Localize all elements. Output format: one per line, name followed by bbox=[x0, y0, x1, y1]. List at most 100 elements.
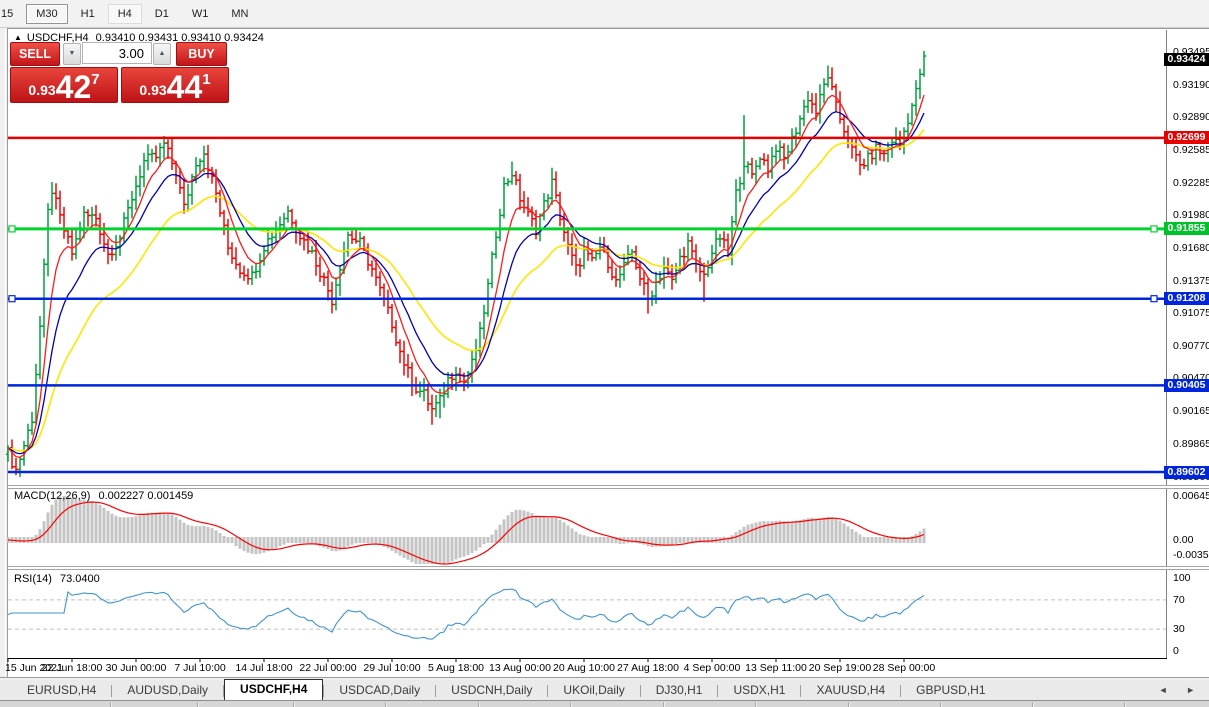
macd-signal-line bbox=[7, 501, 925, 565]
chart-ohlc-values: 0.93410 0.93431 0.93410 0.93424 bbox=[95, 32, 264, 44]
timeframe-toolbar: 15 M30 H1 H4 D1 W1 MN bbox=[0, 0, 1209, 28]
timeframe-button-H1[interactable]: H1 bbox=[80, 7, 95, 20]
candles-bearish bbox=[9, 67, 903, 476]
price-axis-label: 0.89865 bbox=[1173, 437, 1209, 450]
macd-pane-label: MACD(12,26,9) 0.002227 0.001459 bbox=[14, 490, 193, 502]
ma-line-period-14 bbox=[7, 111, 925, 455]
price-axis-label: 0.91075 bbox=[1173, 307, 1209, 320]
date-label: 30 Jun 00:00 bbox=[105, 662, 167, 674]
timeframe-button-H4[interactable]: H4 bbox=[107, 3, 142, 24]
date-label: 22 Jul 00:00 bbox=[299, 662, 357, 674]
timeframe-button-MN[interactable]: MN bbox=[231, 7, 249, 20]
sell-price-display[interactable]: 0.93 42 7 bbox=[10, 67, 118, 103]
rsi-pane-splitter[interactable] bbox=[8, 566, 1209, 570]
chart-window-frame-left bbox=[0, 28, 8, 679]
symbol-tab-EURUSD-H4[interactable]: EURUSD,H4 bbox=[27, 683, 97, 697]
symbol-tab-XAUUSD-H4[interactable]: XAUUSD,H4 bbox=[816, 683, 886, 697]
volume-increase-button[interactable]: ▲ bbox=[153, 43, 171, 65]
chart-window-frame-top bbox=[0, 28, 1209, 30]
volume-input[interactable] bbox=[82, 42, 152, 64]
level-handle[interactable] bbox=[8, 225, 16, 233]
rsi-value: 73.0400 bbox=[59, 573, 100, 585]
tab-scroll-arrows[interactable]: ◄ ► bbox=[1158, 685, 1203, 695]
status-divider bbox=[663, 702, 665, 707]
tab-separator bbox=[717, 685, 719, 697]
timeframe-button-15[interactable]: 15 bbox=[1, 7, 14, 20]
date-label: 29 Jul 10:00 bbox=[363, 662, 421, 674]
status-divider bbox=[940, 702, 942, 707]
level-handle[interactable] bbox=[8, 295, 16, 303]
macd-axis-label: 0.00 bbox=[1173, 534, 1194, 546]
tab-separator bbox=[111, 685, 113, 697]
chart-title: ▲ USDCHF,H4 0.93410 0.93431 0.93410 0.9342… bbox=[14, 32, 264, 44]
timeframe-button-D1[interactable]: D1 bbox=[154, 7, 169, 20]
symbol-tab-USDX-H1[interactable]: USDX,H1 bbox=[733, 683, 786, 697]
candles-bullish bbox=[5, 50, 927, 477]
price-axis-label: 0.90770 bbox=[1173, 339, 1209, 352]
chart-symbol-period: USDCHF,H4 bbox=[26, 32, 89, 44]
rsi-axis-label: 30 bbox=[1173, 623, 1185, 636]
macd-pane-splitter[interactable] bbox=[8, 485, 1209, 489]
date-label: 5 Aug 18:00 bbox=[427, 662, 485, 674]
tab-separator bbox=[800, 685, 802, 697]
tab-separator bbox=[323, 685, 325, 697]
status-divider bbox=[110, 702, 112, 707]
price-badge-0.89602: 0.89602 bbox=[1164, 465, 1209, 479]
price-badge-0.90405: 0.90405 bbox=[1164, 378, 1209, 392]
symbol-tab-USDCNH-Daily[interactable]: USDCNH,Daily bbox=[451, 683, 533, 697]
price-axis-label: 0.90165 bbox=[1173, 405, 1209, 418]
one-click-trade-panel: SELL ▼ ▲ BUY 0.93 42 7 0.93 44 1 bbox=[10, 42, 229, 104]
buy-price-sup: 1 bbox=[202, 71, 211, 88]
date-label: 13 Aug 00:00 bbox=[489, 662, 551, 674]
level-handle[interactable] bbox=[1150, 225, 1158, 233]
level-handle[interactable] bbox=[1150, 295, 1158, 303]
price-axis-label: 0.92285 bbox=[1173, 176, 1209, 189]
price-axis-label: 0.91980 bbox=[1173, 209, 1209, 222]
symbol-tab-AUDUSD-Daily[interactable]: AUDUSD,Daily bbox=[127, 683, 209, 697]
rsi-axis-label: 100 bbox=[1173, 572, 1191, 584]
macd-axis-label: -0.003507 bbox=[1173, 549, 1209, 561]
rsi-line bbox=[7, 588, 925, 640]
price-axis-label: 0.92585 bbox=[1173, 144, 1209, 157]
buy-price-display[interactable]: 0.93 44 1 bbox=[121, 67, 229, 103]
ma-line-period-7 bbox=[7, 94, 925, 458]
status-bar bbox=[0, 700, 1209, 707]
collapse-triangle-icon[interactable]: ▲ bbox=[14, 33, 22, 42]
status-divider bbox=[385, 702, 387, 707]
date-axis[interactable]: 15 Jun 2021 22 Jun 18:00 30 Jun 00:00 7 Jul… bbox=[5, 661, 1168, 677]
symbol-tab-UKOil-Daily[interactable]: UKOil,Daily bbox=[563, 683, 625, 697]
date-label: 28 Sep 00:00 bbox=[872, 662, 936, 674]
sell-price-prefix: 0.93 bbox=[28, 82, 56, 98]
rsi-pane-label: RSI(14) 73.0400 bbox=[14, 573, 100, 585]
date-label: 4 Sep 00:00 bbox=[683, 662, 741, 674]
symbol-tab-DJ30-H1[interactable]: DJ30,H1 bbox=[655, 683, 703, 697]
tab-separator bbox=[900, 685, 902, 697]
macd-histogram bbox=[6, 496, 926, 564]
rsi-axis-label: 0 bbox=[1173, 645, 1179, 657]
timeframe-button-W1[interactable]: W1 bbox=[191, 7, 209, 20]
sell-price-big: 42 bbox=[55, 69, 92, 105]
buy-price-prefix: 0.93 bbox=[139, 82, 167, 98]
price-axis[interactable]: 0.93495 0.93190 0.92890 0.92585 0.92285 0.919… bbox=[1164, 30, 1209, 677]
macd-name: MACD(12,26,9) bbox=[14, 490, 91, 502]
timeframe-button-M30[interactable]: M30 bbox=[26, 3, 68, 24]
symbol-tab-GBPUSD-H1[interactable]: GBPUSD,H1 bbox=[916, 683, 986, 697]
macd-axis-label: 0.006451 bbox=[1173, 490, 1209, 502]
symbol-tab-USDCAD-Daily[interactable]: USDCAD,Daily bbox=[339, 683, 421, 697]
status-divider bbox=[848, 702, 850, 707]
status-divider bbox=[570, 702, 572, 707]
price-axis-label: 0.91375 bbox=[1173, 274, 1209, 287]
volume-decrease-button[interactable]: ▼ bbox=[63, 43, 81, 65]
date-label: 22 Jun 18:00 bbox=[41, 662, 103, 674]
date-label: 27 Aug 18:00 bbox=[617, 662, 679, 674]
price-axis-label: 0.93190 bbox=[1173, 78, 1209, 91]
buy-button[interactable]: BUY bbox=[176, 42, 227, 66]
symbol-tab-USDCHF-H4[interactable]: USDCHF,H4 bbox=[224, 679, 324, 700]
date-label: 13 Sep 11:00 bbox=[745, 662, 807, 674]
price-axis-label: 0.91680 bbox=[1173, 241, 1209, 254]
sell-button[interactable]: SELL bbox=[10, 42, 60, 66]
symbol-tab-bar: EURUSD,H4 AUDUSD,Daily USDCHF,H4 USDCAD,Dai… bbox=[0, 679, 1209, 700]
date-label: 20 Sep 19:00 bbox=[808, 662, 872, 674]
